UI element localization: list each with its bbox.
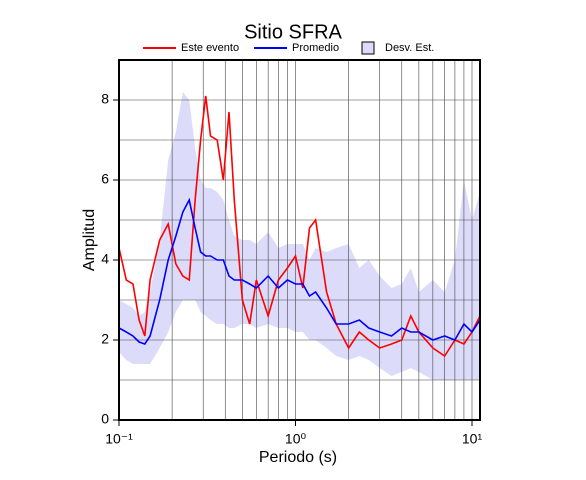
x-tick-label: 10⁻¹ <box>105 431 133 447</box>
chart-title: Sitio SFRA <box>244 21 342 43</box>
plot-frame <box>118 59 481 421</box>
legend-label: Este evento <box>181 42 239 54</box>
std-band <box>119 92 480 380</box>
y-tick-label: 2 <box>101 331 109 347</box>
legend-swatch <box>361 41 375 55</box>
series-line <box>118 95 481 358</box>
x-axis-label: Periodo (s) <box>259 449 337 466</box>
x-tick-label: 10¹ <box>462 431 483 447</box>
series-line <box>118 197 481 345</box>
legend-label: Promedio <box>292 42 339 54</box>
y-axis-label: Amplitud <box>81 209 98 271</box>
y-tick-label: 0 <box>101 411 109 427</box>
x-tick-label: 10⁰ <box>285 431 307 447</box>
legend-label: Desv. Est. <box>385 42 434 54</box>
y-tick-label: 8 <box>101 91 109 107</box>
y-tick-label: 4 <box>101 251 109 267</box>
y-tick-label: 6 <box>101 171 109 187</box>
